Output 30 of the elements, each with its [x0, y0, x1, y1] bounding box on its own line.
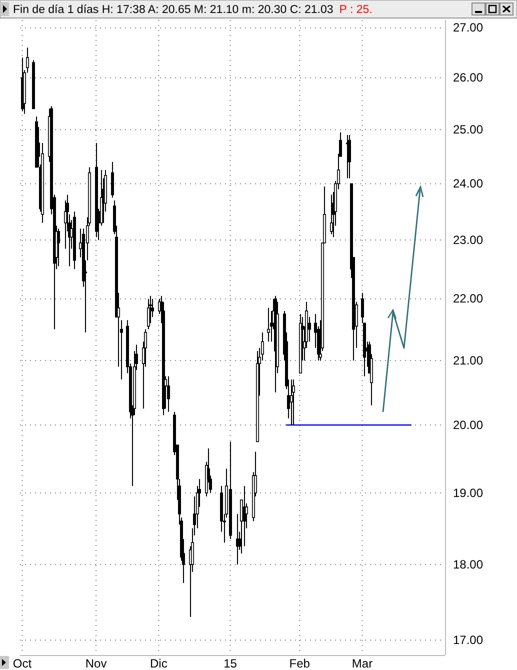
candlestick [361, 292, 364, 324]
candlestick [348, 134, 351, 179]
y-tick-label: 26.00 [453, 70, 484, 85]
candlestick [267, 307, 270, 342]
candlestick [147, 298, 150, 330]
x-tick-label: Mar [352, 656, 373, 670]
y-tick-label: 22.00 [453, 292, 484, 306]
x-tick-label: Dic [150, 656, 168, 670]
x-tick-label: Nov [85, 656, 107, 670]
y-tick-label: 27.00 [453, 20, 484, 35]
y-tick-label: 21.00 [453, 353, 484, 368]
y-tick-label: 17.00 [453, 632, 484, 647]
candlestick [292, 378, 295, 426]
candlestick [57, 228, 60, 267]
y-tick-label: 25.00 [453, 122, 484, 137]
text: P : 25. [339, 4, 372, 16]
x-tick-label: 15 [224, 656, 238, 670]
candlestick [290, 378, 293, 426]
candlestick [111, 161, 114, 198]
candlestick [26, 47, 29, 74]
candlestick [330, 194, 333, 235]
candlestick [167, 376, 170, 412]
x-tick-label: Feb [289, 656, 310, 670]
y-tick-label: 19.00 [453, 486, 484, 500]
chart-title: Fin de día 1 días H: 17:38 A: 20.65 M: 21.10 m: 20.30 C: 21.03 [13, 4, 334, 16]
y-tick-label: 24.00 [453, 176, 484, 191]
y-tick-label: 23.00 [453, 232, 484, 247]
y-tick-label: 20.00 [453, 418, 484, 432]
x-tick-label: Oct [12, 656, 32, 670]
y-tick-label: 18.00 [453, 557, 484, 572]
